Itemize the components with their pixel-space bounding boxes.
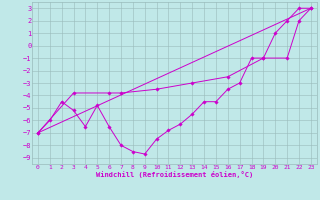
X-axis label: Windchill (Refroidissement éolien,°C): Windchill (Refroidissement éolien,°C) xyxy=(96,171,253,178)
